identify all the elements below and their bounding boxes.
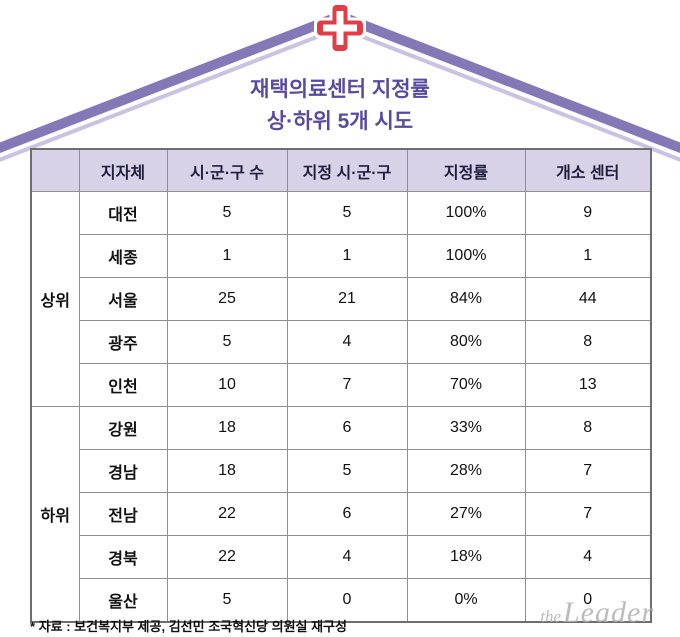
value-cell: 27% xyxy=(406,492,526,536)
value-cell: 22 xyxy=(166,535,288,579)
table-row: 서울 25 21 84% 44 xyxy=(31,277,652,321)
value-cell: 13 xyxy=(524,363,652,407)
value-cell: 25 xyxy=(166,277,288,321)
region-cell: 강원 xyxy=(78,406,168,450)
table-row: 전남 22 6 27% 7 xyxy=(31,492,652,536)
value-cell: 1 xyxy=(166,234,288,278)
chart-title-line1: 재택의료센터 지정률 xyxy=(250,78,430,101)
house-roof-graphic xyxy=(0,2,680,162)
value-cell: 5 xyxy=(286,449,408,493)
value-cell: 1 xyxy=(524,234,652,278)
value-cell: 9 xyxy=(524,191,652,235)
region-cell: 광주 xyxy=(78,320,168,364)
table-row: 경북 22 4 18% 4 xyxy=(31,535,652,579)
value-cell: 7 xyxy=(524,492,652,536)
region-cell: 인천 xyxy=(78,363,168,407)
table-row: 하위 강원 18 6 33% 8 xyxy=(30,406,652,623)
header-cell: 지정 시·군·구 xyxy=(286,148,408,192)
chart-title-line2: 상·하위 5개 시도 xyxy=(266,109,414,133)
value-cell: 70% xyxy=(406,363,526,407)
row-group-label-bottom: 하위 xyxy=(30,406,80,623)
value-cell: 0 xyxy=(286,578,408,623)
header-cell: 지자체 xyxy=(78,148,168,192)
stats-table-wrap: 지자체 시·군·구 수 지정 시·군·구 지정률 개소 센터 상위 대전 5 5… xyxy=(30,148,652,623)
value-cell: 4 xyxy=(286,535,408,579)
region-cell: 대전 xyxy=(78,191,168,235)
value-cell: 22 xyxy=(166,492,288,536)
value-cell: 80% xyxy=(406,320,526,364)
value-cell: 18% xyxy=(406,535,526,579)
header-cell: 지정률 xyxy=(406,148,526,192)
region-cell: 경남 xyxy=(78,449,168,493)
table-row: 인천 10 7 70% 13 xyxy=(31,363,652,407)
value-cell: 84% xyxy=(406,277,526,321)
header-row: 지자체 시·군·구 수 지정 시·군·구 지정률 개소 센터 xyxy=(30,148,652,192)
medical-cross-icon xyxy=(314,2,366,54)
header-cell: 시·군·구 수 xyxy=(166,148,288,192)
value-cell: 4 xyxy=(524,535,652,579)
source-note: * 자료 : 보건복지부 제공, 김선민 조국혁신당 의원실 재구성 xyxy=(30,619,347,634)
value-cell: 0 xyxy=(524,578,652,623)
value-cell: 18 xyxy=(166,449,288,493)
region-cell: 서울 xyxy=(78,277,168,321)
value-cell: 5 xyxy=(166,320,288,364)
value-cell: 5 xyxy=(166,191,288,235)
value-cell: 6 xyxy=(286,406,408,450)
value-cell: 0% xyxy=(406,578,526,623)
region-cell: 경북 xyxy=(78,535,168,579)
value-cell: 44 xyxy=(524,277,652,321)
value-cell: 5 xyxy=(166,578,288,623)
value-cell: 1 xyxy=(286,234,408,278)
value-cell: 8 xyxy=(524,406,652,450)
value-cell: 7 xyxy=(524,449,652,493)
value-cell: 5 xyxy=(286,191,408,235)
value-cell: 100% xyxy=(406,191,526,235)
table-row: 경남 18 5 28% 7 xyxy=(31,449,652,493)
value-cell: 7 xyxy=(286,363,408,407)
value-cell: 33% xyxy=(406,406,526,450)
value-cell: 28% xyxy=(406,449,526,493)
row-group-label-top: 상위 xyxy=(30,191,80,407)
value-cell: 8 xyxy=(524,320,652,364)
value-cell: 21 xyxy=(286,277,408,321)
table-row: 상위 대전 5 5 100% 9 xyxy=(30,191,652,407)
table-row: 세종 1 1 100% 1 xyxy=(31,234,652,278)
header-cell: 개소 센터 xyxy=(524,148,652,192)
stats-table: 지자체 시·군·구 수 지정 시·군·구 지정률 개소 센터 상위 대전 5 5… xyxy=(30,148,652,623)
value-cell: 6 xyxy=(286,492,408,536)
value-cell: 100% xyxy=(406,234,526,278)
chart-title: 재택의료센터 지정률 상·하위 5개 시도 xyxy=(0,74,680,137)
value-cell: 4 xyxy=(286,320,408,364)
region-cell: 세종 xyxy=(78,234,168,278)
value-cell: 18 xyxy=(166,406,288,450)
region-cell: 전남 xyxy=(78,492,168,536)
region-cell: 울산 xyxy=(78,578,168,623)
table-row: 울산 5 0 0% 0 xyxy=(31,578,652,623)
table-row: 광주 5 4 80% 8 xyxy=(31,320,652,364)
value-cell: 10 xyxy=(166,363,288,407)
header-cell-group xyxy=(30,148,80,192)
